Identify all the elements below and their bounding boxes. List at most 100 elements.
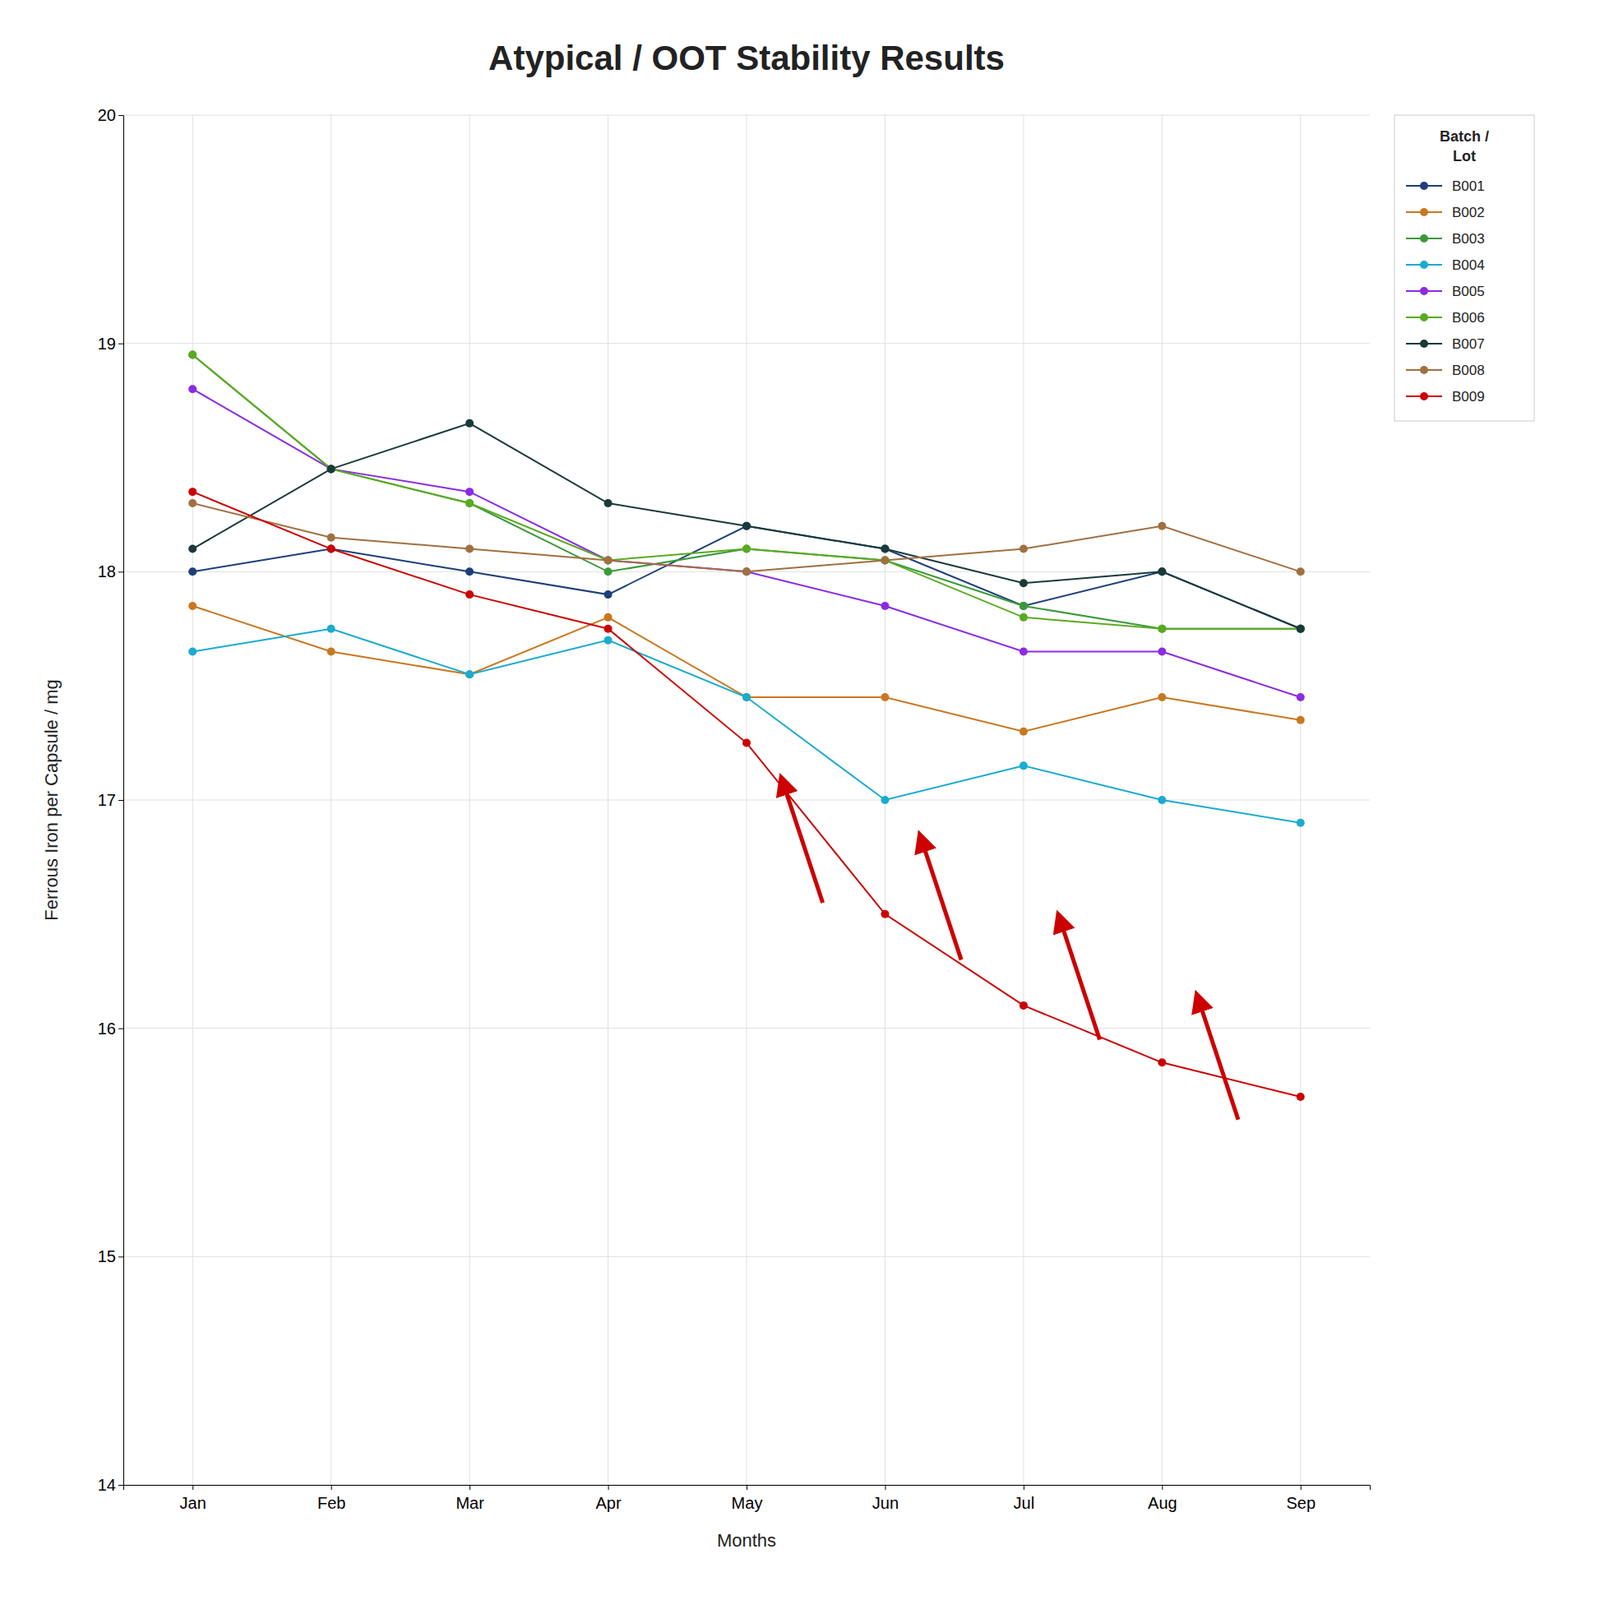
tick: Feb: [317, 1484, 346, 1513]
point: [1296, 624, 1305, 634]
point: [604, 590, 613, 599]
series-line: [192, 491, 1301, 1097]
tick-mark: [469, 1484, 471, 1490]
point: [1019, 613, 1028, 622]
tick-mark: [118, 571, 124, 573]
legend-marker: [1419, 260, 1429, 269]
legend-label: B003: [1452, 231, 1485, 247]
tick: 18: [97, 562, 124, 581]
tick-label: Jun: [872, 1493, 899, 1513]
point: [1157, 647, 1166, 657]
tick-label: 15: [97, 1247, 116, 1266]
series-line: [192, 503, 1301, 572]
legend-item: B001: [1405, 178, 1485, 195]
arrow: [1058, 914, 1101, 1041]
point: [327, 464, 336, 473]
legend-box: [1394, 115, 1535, 421]
tick: Jul: [1013, 1484, 1036, 1513]
tick-label: 20: [97, 106, 116, 125]
tick-label: 17: [97, 790, 116, 810]
point: [327, 464, 336, 473]
point: [465, 567, 474, 576]
point: [1019, 1001, 1028, 1010]
tick-mark: [608, 1484, 610, 1490]
legend-marker: [1419, 339, 1429, 348]
series-line: [192, 526, 1301, 629]
legend-label: B002: [1452, 204, 1485, 221]
point: [742, 739, 751, 748]
x-axis-title: Months: [716, 1530, 777, 1551]
series-line: [192, 423, 1301, 629]
point: [880, 693, 889, 702]
tick-label: Aug: [1147, 1493, 1178, 1513]
point: [188, 351, 197, 360]
grid-line: [1299, 115, 1301, 1485]
tick-label: Sep: [1285, 1493, 1316, 1513]
point: [604, 567, 613, 576]
tick-mark: [118, 1484, 124, 1486]
legend-item: B003: [1405, 231, 1485, 247]
point: [1157, 693, 1166, 702]
axis-line: [118, 115, 125, 1486]
point: [188, 601, 197, 611]
tick-mark: [1161, 1484, 1163, 1490]
grid-line: [1022, 115, 1024, 1485]
tick-label: May: [731, 1493, 764, 1513]
point: [1296, 693, 1305, 702]
tick-label: Jul: [1013, 1493, 1036, 1513]
point: [465, 670, 474, 679]
legend-marker: [1419, 234, 1429, 243]
tick-label: Mar: [455, 1493, 485, 1513]
point: [880, 545, 889, 554]
point: [1296, 624, 1305, 634]
legend-label: B004: [1452, 257, 1485, 273]
series-line: [192, 355, 1301, 629]
point: [1019, 601, 1028, 611]
tick-label: 14: [97, 1475, 116, 1494]
point: [742, 522, 751, 531]
point: [327, 545, 336, 554]
tick: Sep: [1285, 1484, 1316, 1513]
point: [1019, 578, 1028, 588]
point: [880, 555, 889, 565]
tick: 14: [97, 1475, 124, 1494]
legend-label: B009: [1452, 388, 1485, 405]
point: [742, 567, 751, 576]
grid: [123, 115, 1370, 1485]
point: [1296, 567, 1305, 576]
tick-mark: [118, 343, 124, 345]
legend-item: B008: [1405, 362, 1485, 379]
tick-mark: [118, 115, 124, 116]
legend-marker: [1419, 286, 1429, 296]
tick-label: Jan: [180, 1493, 207, 1513]
point: [465, 499, 474, 508]
point: [604, 555, 613, 565]
point: [1157, 1058, 1166, 1067]
point: [604, 636, 613, 645]
tick-label: Feb: [317, 1493, 346, 1513]
marks: [188, 351, 1305, 1120]
tick-mark: [118, 1256, 124, 1258]
tick: 17: [97, 790, 124, 810]
grid-line: [330, 115, 332, 1485]
tick-mark: [1300, 1484, 1302, 1490]
tick-mark: [1023, 1484, 1025, 1490]
legend-marker: [1419, 392, 1429, 401]
tick: May: [731, 1484, 764, 1513]
legend-marker: [1419, 365, 1429, 375]
legend-title-line: Batch /: [1439, 128, 1490, 145]
tick: Jan: [180, 1484, 207, 1513]
plot: JanFebMarAprMayJunJulAugSep1415161718192…: [41, 106, 1371, 1551]
point: [1019, 647, 1028, 657]
legend-item: B009: [1405, 388, 1485, 405]
chart: JanFebMarAprMayJunJulAugSep1415161718192…: [0, 0, 1600, 1600]
point: [1296, 818, 1305, 828]
tick-mark: [331, 1484, 333, 1490]
point: [1157, 795, 1166, 805]
grid-line: [469, 115, 471, 1485]
legend-label: B007: [1452, 336, 1485, 352]
point: [465, 545, 474, 554]
point: [604, 499, 613, 508]
point: [1296, 624, 1305, 634]
x-axis: JanFebMarAprMayJunJulAugSep: [124, 1484, 1371, 1513]
